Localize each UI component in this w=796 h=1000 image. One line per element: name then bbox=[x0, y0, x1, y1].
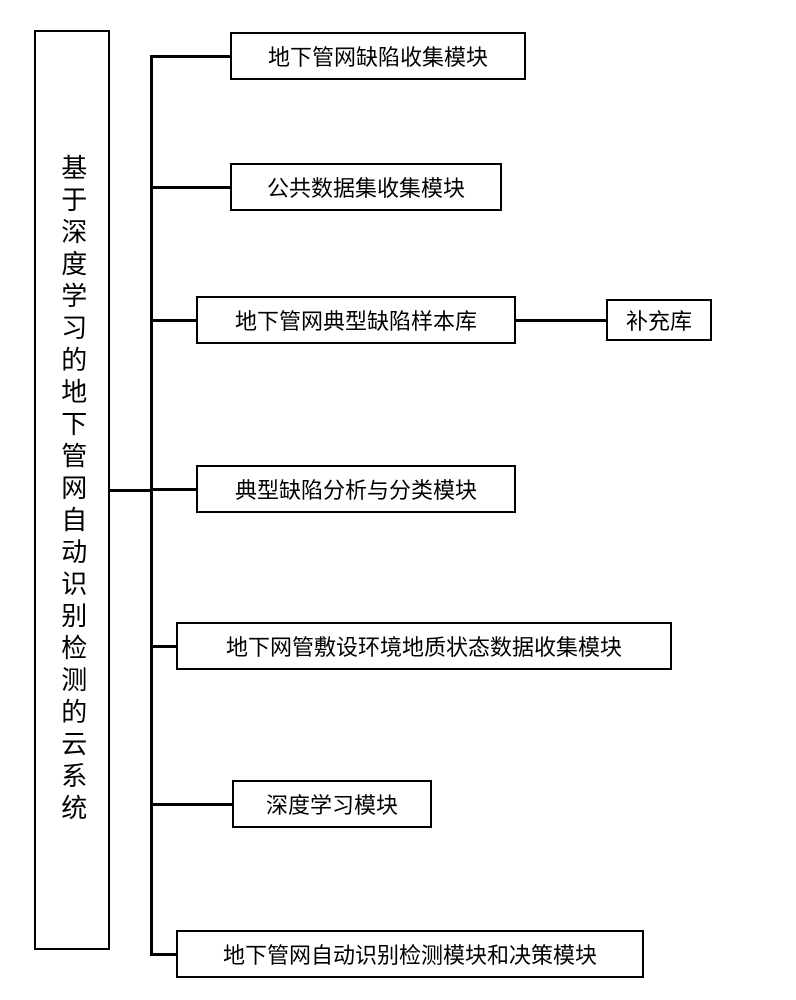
branch-line bbox=[150, 645, 176, 648]
branch-line bbox=[150, 186, 230, 189]
root-connector bbox=[110, 489, 150, 492]
node-label: 地下管网自动识别检测模块和决策模块 bbox=[223, 938, 597, 970]
node-label: 深度学习模块 bbox=[266, 788, 398, 820]
branch-line bbox=[150, 55, 230, 58]
node-label: 典型缺陷分析与分类模块 bbox=[235, 473, 477, 505]
node-public-dataset: 公共数据集收集模块 bbox=[230, 163, 502, 211]
node-deep-learning: 深度学习模块 bbox=[232, 780, 432, 828]
branch-line bbox=[150, 953, 176, 956]
node-defect-analysis: 典型缺陷分析与分类模块 bbox=[196, 465, 516, 513]
trunk-line bbox=[150, 55, 153, 956]
node-defect-collection: 地下管网缺陷收集模块 bbox=[230, 32, 526, 80]
branch-line bbox=[150, 803, 232, 806]
node-auto-detection: 地下管网自动识别检测模块和决策模块 bbox=[176, 930, 644, 978]
node-sample-library: 地下管网典型缺陷样本库 bbox=[196, 296, 516, 344]
node-supplement-library: 补充库 bbox=[606, 299, 712, 341]
branch-line bbox=[150, 488, 196, 491]
node-geology-data: 地下网管敷设环境地质状态数据收集模块 bbox=[176, 622, 672, 670]
node-label: 地下管网典型缺陷样本库 bbox=[235, 304, 477, 336]
root-label: 基于深度学习的地下管网自动识别检测的云系统 bbox=[45, 144, 99, 836]
branch-line bbox=[150, 319, 196, 322]
node-label: 地下管网缺陷收集模块 bbox=[268, 40, 488, 72]
branch-line bbox=[516, 319, 606, 322]
node-label: 地下网管敷设环境地质状态数据收集模块 bbox=[226, 630, 622, 662]
root-node: 基于深度学习的地下管网自动识别检测的云系统 bbox=[34, 30, 110, 950]
node-label: 公共数据集收集模块 bbox=[267, 171, 465, 203]
node-label: 补充库 bbox=[626, 304, 692, 336]
